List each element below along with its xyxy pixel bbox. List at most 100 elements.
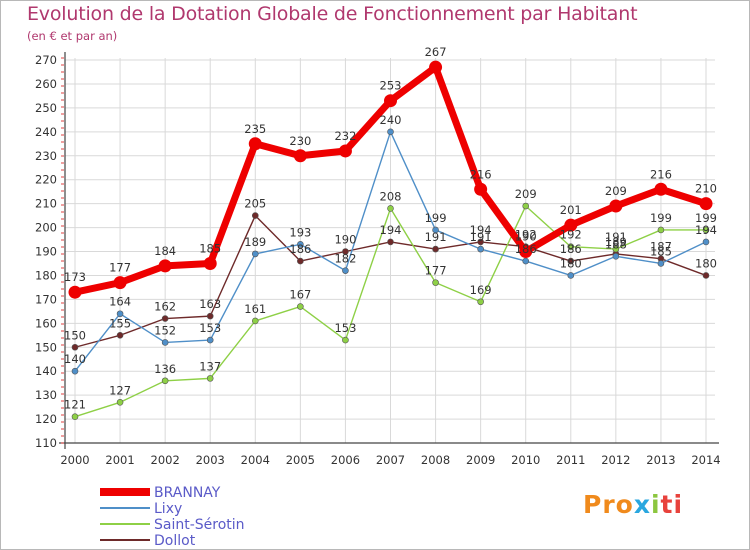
data-label: 191 <box>605 230 627 244</box>
data-label: 194 <box>380 223 402 237</box>
data-point <box>432 226 439 234</box>
data-point <box>206 375 214 382</box>
data-label: 192 <box>515 228 537 242</box>
data-label: 152 <box>154 323 176 337</box>
data-label: 267 <box>425 45 447 59</box>
data-label: 186 <box>515 242 537 256</box>
y-tick-label: 220 <box>35 173 57 187</box>
y-tick-label: 270 <box>35 53 57 67</box>
data-label: 186 <box>289 242 311 256</box>
y-tick-label: 230 <box>35 149 57 163</box>
data-point <box>567 272 575 279</box>
data-point <box>203 256 217 270</box>
data-point <box>519 245 533 258</box>
x-tick-label: 2007 <box>376 453 405 467</box>
data-point <box>609 199 623 213</box>
data-label: 210 <box>695 182 717 196</box>
y-tick-label: 130 <box>35 388 57 402</box>
data-point <box>206 336 214 344</box>
data-label: 190 <box>515 230 537 244</box>
data-point <box>477 238 484 246</box>
x-tick-label: 2014 <box>691 453 720 467</box>
data-label: 194 <box>470 223 492 237</box>
data-label: 192 <box>560 228 582 242</box>
data-label: 188 <box>605 237 627 251</box>
data-label: 235 <box>244 122 266 136</box>
y-tick-label: 160 <box>35 316 57 330</box>
data-point <box>297 257 304 265</box>
data-point <box>387 205 394 212</box>
data-point <box>699 197 713 211</box>
data-point <box>293 149 307 163</box>
data-label: 169 <box>470 283 492 297</box>
data-label: 232 <box>334 129 356 143</box>
data-point <box>251 317 259 325</box>
data-point <box>612 252 620 260</box>
data-point <box>68 285 82 299</box>
data-point <box>71 413 79 420</box>
data-label: 153 <box>199 321 221 335</box>
data-point <box>702 272 710 279</box>
data-point <box>477 298 484 306</box>
data-label: 177 <box>109 261 131 275</box>
x-tick-label: 2004 <box>241 453 270 467</box>
data-label: 121 <box>64 398 86 412</box>
data-point <box>564 218 578 232</box>
data-label: 163 <box>199 297 221 311</box>
y-tick-label: 190 <box>35 245 57 259</box>
data-label: 150 <box>64 328 86 342</box>
y-tick-label: 180 <box>35 268 57 282</box>
data-label: 161 <box>244 302 266 316</box>
legend-label: Saint-Sérotin <box>154 517 245 533</box>
data-label: 186 <box>560 242 582 256</box>
data-label: 191 <box>425 230 447 244</box>
data-label: 201 <box>560 203 582 217</box>
y-tick-label: 170 <box>35 292 57 306</box>
data-label: 185 <box>650 244 672 258</box>
chart-subtitle: (en € et par an) <box>27 29 118 43</box>
data-point <box>567 243 575 251</box>
data-label: 173 <box>64 270 86 284</box>
data-point <box>71 367 79 375</box>
data-point <box>116 310 124 318</box>
data-label: 180 <box>560 256 582 270</box>
data-point <box>161 315 169 322</box>
data-label: 180 <box>695 256 717 270</box>
data-label: 189 <box>605 235 627 249</box>
data-label: 164 <box>109 295 131 309</box>
y-tick-label: 110 <box>35 436 57 450</box>
data-point <box>702 226 710 234</box>
data-label: 208 <box>380 189 402 203</box>
chart-title: Evolution de la Dotation Globale de Fonc… <box>27 3 638 25</box>
x-tick-label: 2000 <box>60 453 89 467</box>
data-label: 209 <box>605 184 627 198</box>
data-label: 216 <box>470 167 492 181</box>
legend-label: BRANNAY <box>154 485 221 501</box>
data-label: 199 <box>695 211 717 225</box>
y-tick-label: 200 <box>35 221 57 235</box>
data-label: 205 <box>244 197 266 211</box>
data-label: 137 <box>199 359 221 373</box>
data-label: 230 <box>289 134 311 148</box>
data-label: 253 <box>380 79 402 93</box>
data-point <box>384 94 397 108</box>
x-tick-label: 2002 <box>151 453 180 467</box>
data-point <box>654 182 668 196</box>
data-label: 194 <box>695 223 717 237</box>
y-tick-label: 210 <box>35 197 57 211</box>
data-label: 190 <box>334 233 356 247</box>
x-tick-label: 2008 <box>421 453 450 467</box>
x-tick-label: 2006 <box>331 453 360 467</box>
x-tick-label: 2010 <box>511 453 540 467</box>
data-point <box>657 226 665 234</box>
y-tick-label: 150 <box>35 340 57 354</box>
data-label: 185 <box>199 241 221 255</box>
y-tick-label: 140 <box>35 364 57 378</box>
data-point <box>567 257 575 265</box>
data-point <box>116 331 124 339</box>
data-point <box>116 399 124 406</box>
data-label: 177 <box>425 264 447 278</box>
data-point <box>251 250 259 258</box>
x-tick-label: 2011 <box>556 453 585 467</box>
